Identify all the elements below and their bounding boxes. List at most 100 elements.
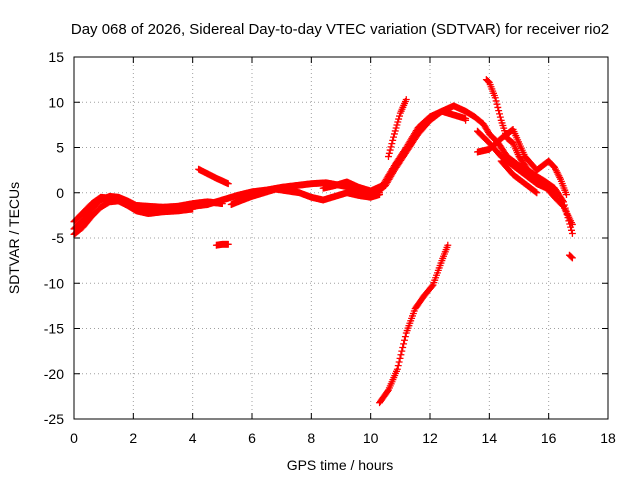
axis-ticks: [73, 56, 609, 420]
data-point: [392, 124, 400, 132]
data-point: [533, 189, 541, 197]
x-tick-label: 16: [541, 430, 557, 446]
data-point: [495, 107, 503, 115]
data-point: [567, 253, 575, 261]
y-tick-label: 15: [48, 49, 64, 65]
y-tick-label: -25: [44, 411, 64, 427]
data-point: [393, 365, 401, 373]
data-point: [224, 180, 232, 188]
data-point: [396, 354, 404, 362]
data-point: [386, 146, 394, 154]
data-point: [568, 226, 575, 234]
data-point: [390, 133, 398, 141]
data-point: [532, 188, 540, 196]
data-point: [401, 336, 408, 344]
y-tick-label: 0: [56, 185, 64, 201]
data-point: [397, 351, 405, 359]
y-tick-label: 10: [48, 94, 64, 110]
data-point: [388, 140, 396, 148]
x-tick-label: 10: [363, 430, 379, 446]
data-point: [560, 198, 567, 206]
data-point: [566, 220, 574, 228]
data-point: [398, 347, 406, 355]
y-axis-label: SDTVAR / TECUs: [6, 182, 22, 294]
y-tick-label: -10: [44, 275, 64, 291]
data-point: [395, 115, 403, 123]
data-point: [394, 118, 402, 126]
data-point: [462, 116, 470, 124]
data-point: [560, 201, 568, 209]
x-tick-label: 12: [422, 430, 438, 446]
data-point: [396, 112, 403, 120]
data-point: [565, 217, 573, 225]
data-point: [389, 136, 397, 144]
data-point: [395, 358, 403, 366]
y-tick-label: -20: [44, 366, 64, 382]
data-point: [385, 149, 393, 157]
x-tick-label: 8: [307, 430, 315, 446]
series-track-n: [212, 240, 232, 249]
data-point: [400, 340, 408, 348]
series-track-d: [227, 185, 384, 208]
series-track-o: [565, 251, 576, 262]
y-tick-labels: -25 -20 -15 -10 -5 0 5 10 15: [44, 49, 64, 427]
series-track-b: [70, 192, 226, 233]
series-track-c: [70, 193, 197, 226]
data-point: [391, 127, 399, 135]
data-point: [444, 241, 452, 249]
series-track-i: [482, 76, 576, 237]
x-tick-label: 0: [70, 430, 78, 446]
data-point: [390, 130, 398, 138]
data-point: [494, 103, 502, 111]
data-point: [568, 254, 576, 262]
x-axis-label: GPS time / hours: [287, 457, 394, 473]
data-point: [401, 333, 409, 341]
data-point: [428, 282, 436, 290]
data-point: [224, 240, 232, 248]
x-tick-label: 4: [189, 430, 197, 446]
series-track-k: [474, 127, 562, 197]
data-point: [498, 119, 506, 127]
x-tick-label: 6: [248, 430, 256, 446]
series-track-h: [376, 241, 452, 407]
x-tick-label: 14: [482, 430, 498, 446]
data-point: [567, 223, 575, 231]
data-point: [499, 122, 507, 129]
data-point: [491, 94, 499, 102]
data-point: [496, 113, 504, 121]
data-points: [70, 76, 576, 407]
grid: [73, 56, 609, 420]
y-tick-label: -5: [52, 230, 65, 246]
data-point: [387, 143, 395, 151]
data-point: [385, 153, 392, 160]
series-track-m: [195, 165, 232, 188]
data-point: [189, 205, 197, 213]
data-point: [563, 191, 570, 199]
series-track-e: [319, 107, 470, 195]
data-point: [393, 121, 401, 129]
x-tick-label: 18: [600, 430, 616, 446]
chart-title: Day 068 of 2026, Sidereal Day-to-day VTE…: [71, 21, 609, 38]
x-tick-label: 2: [129, 430, 137, 446]
data-point: [563, 211, 571, 218]
y-tick-label: 5: [56, 140, 64, 156]
data-point: [496, 110, 503, 118]
data-point: [394, 362, 402, 370]
data-point: [562, 207, 570, 215]
data-point: [500, 124, 508, 132]
series-track-g: [385, 96, 410, 160]
data-point: [402, 96, 410, 103]
y-tick-label: -15: [44, 321, 64, 337]
data-point: [492, 97, 500, 105]
data-point: [564, 214, 572, 222]
data-point: [561, 204, 569, 212]
data-point: [554, 189, 562, 197]
x-tick-labels: 0 2 4 6 8 10 12 14 16 18: [70, 430, 616, 446]
series-track-l: [497, 157, 541, 197]
data-point: [568, 230, 576, 237]
data-point: [218, 200, 226, 208]
data-point: [399, 344, 407, 351]
series-track-j: [474, 125, 570, 199]
data-point: [497, 116, 505, 124]
